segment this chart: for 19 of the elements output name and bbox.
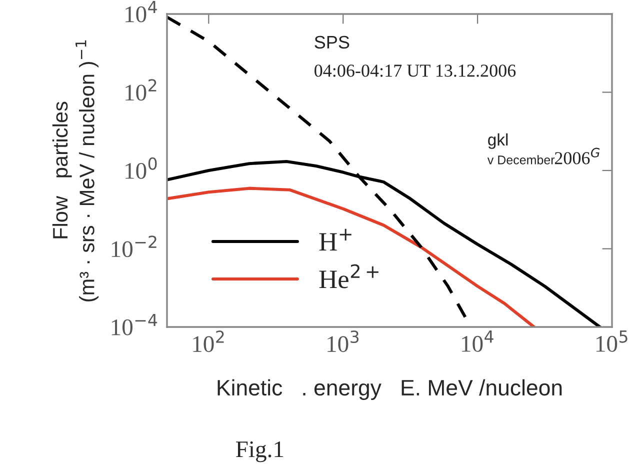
legend-label: H$^{+}$ <box>319 228 352 251</box>
annotation: 04:06-04:17 UT 13.12.2006 <box>314 64 516 77</box>
x-tick-label: 10$^{3}$ <box>328 330 359 352</box>
annotation: gkl <box>488 133 508 149</box>
y-axis-title: Flow particles (m³ · srs · MeV / nucleon )$^{−1}$ <box>52 40 98 302</box>
y-tick-label: 10$^{−2}$ <box>112 236 156 258</box>
y-tick-label: 10$^{−4}$ <box>112 314 158 336</box>
x-tick-label: 10$^{5}$ <box>596 330 628 352</box>
y-tick-label: 10$^{0}$ <box>126 157 157 179</box>
y-tick-label: 10$^{2}$ <box>126 79 156 101</box>
annotation: v December <box>487 155 555 164</box>
x-axis-title: Kinetic . energy E. MeV /nucleon <box>218 379 562 400</box>
y-tick-label: 10$^{4}$ <box>126 0 157 22</box>
annotation: SPS <box>314 36 350 49</box>
caption: Fig.1 <box>236 441 284 462</box>
x-tick-label: 10$^{2}$ <box>193 330 224 352</box>
x-tick-label: 10$^{4}$ <box>462 330 494 352</box>
legend-label: He$^{2+}$ <box>319 264 378 288</box>
annotation: 2006$^{G}$ <box>554 148 600 164</box>
